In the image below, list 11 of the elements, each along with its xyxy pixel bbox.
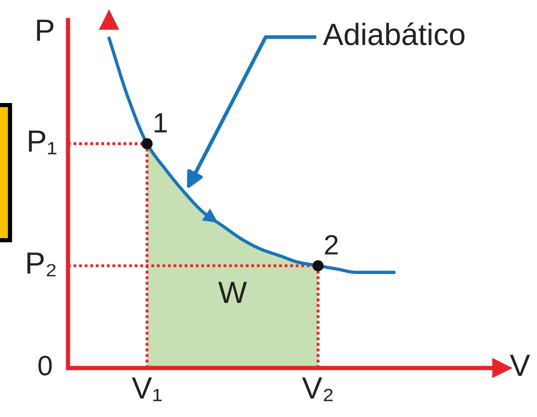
series-label: W — [218, 282, 247, 303]
annotation: 1 — [154, 113, 167, 132]
x-axis-title: V — [510, 354, 530, 376]
text: 0 — [38, 356, 52, 376]
ref-line-label: P₂ — [27, 252, 56, 276]
annotation: 2 — [325, 235, 338, 254]
x-tick-label: V₁ — [132, 377, 162, 402]
x-tick-label: V₂ — [302, 377, 333, 402]
text: Adiabático — [323, 22, 464, 46]
y-axis-title: P — [37, 20, 54, 41]
ref-line-label: P₁ — [28, 130, 56, 154]
